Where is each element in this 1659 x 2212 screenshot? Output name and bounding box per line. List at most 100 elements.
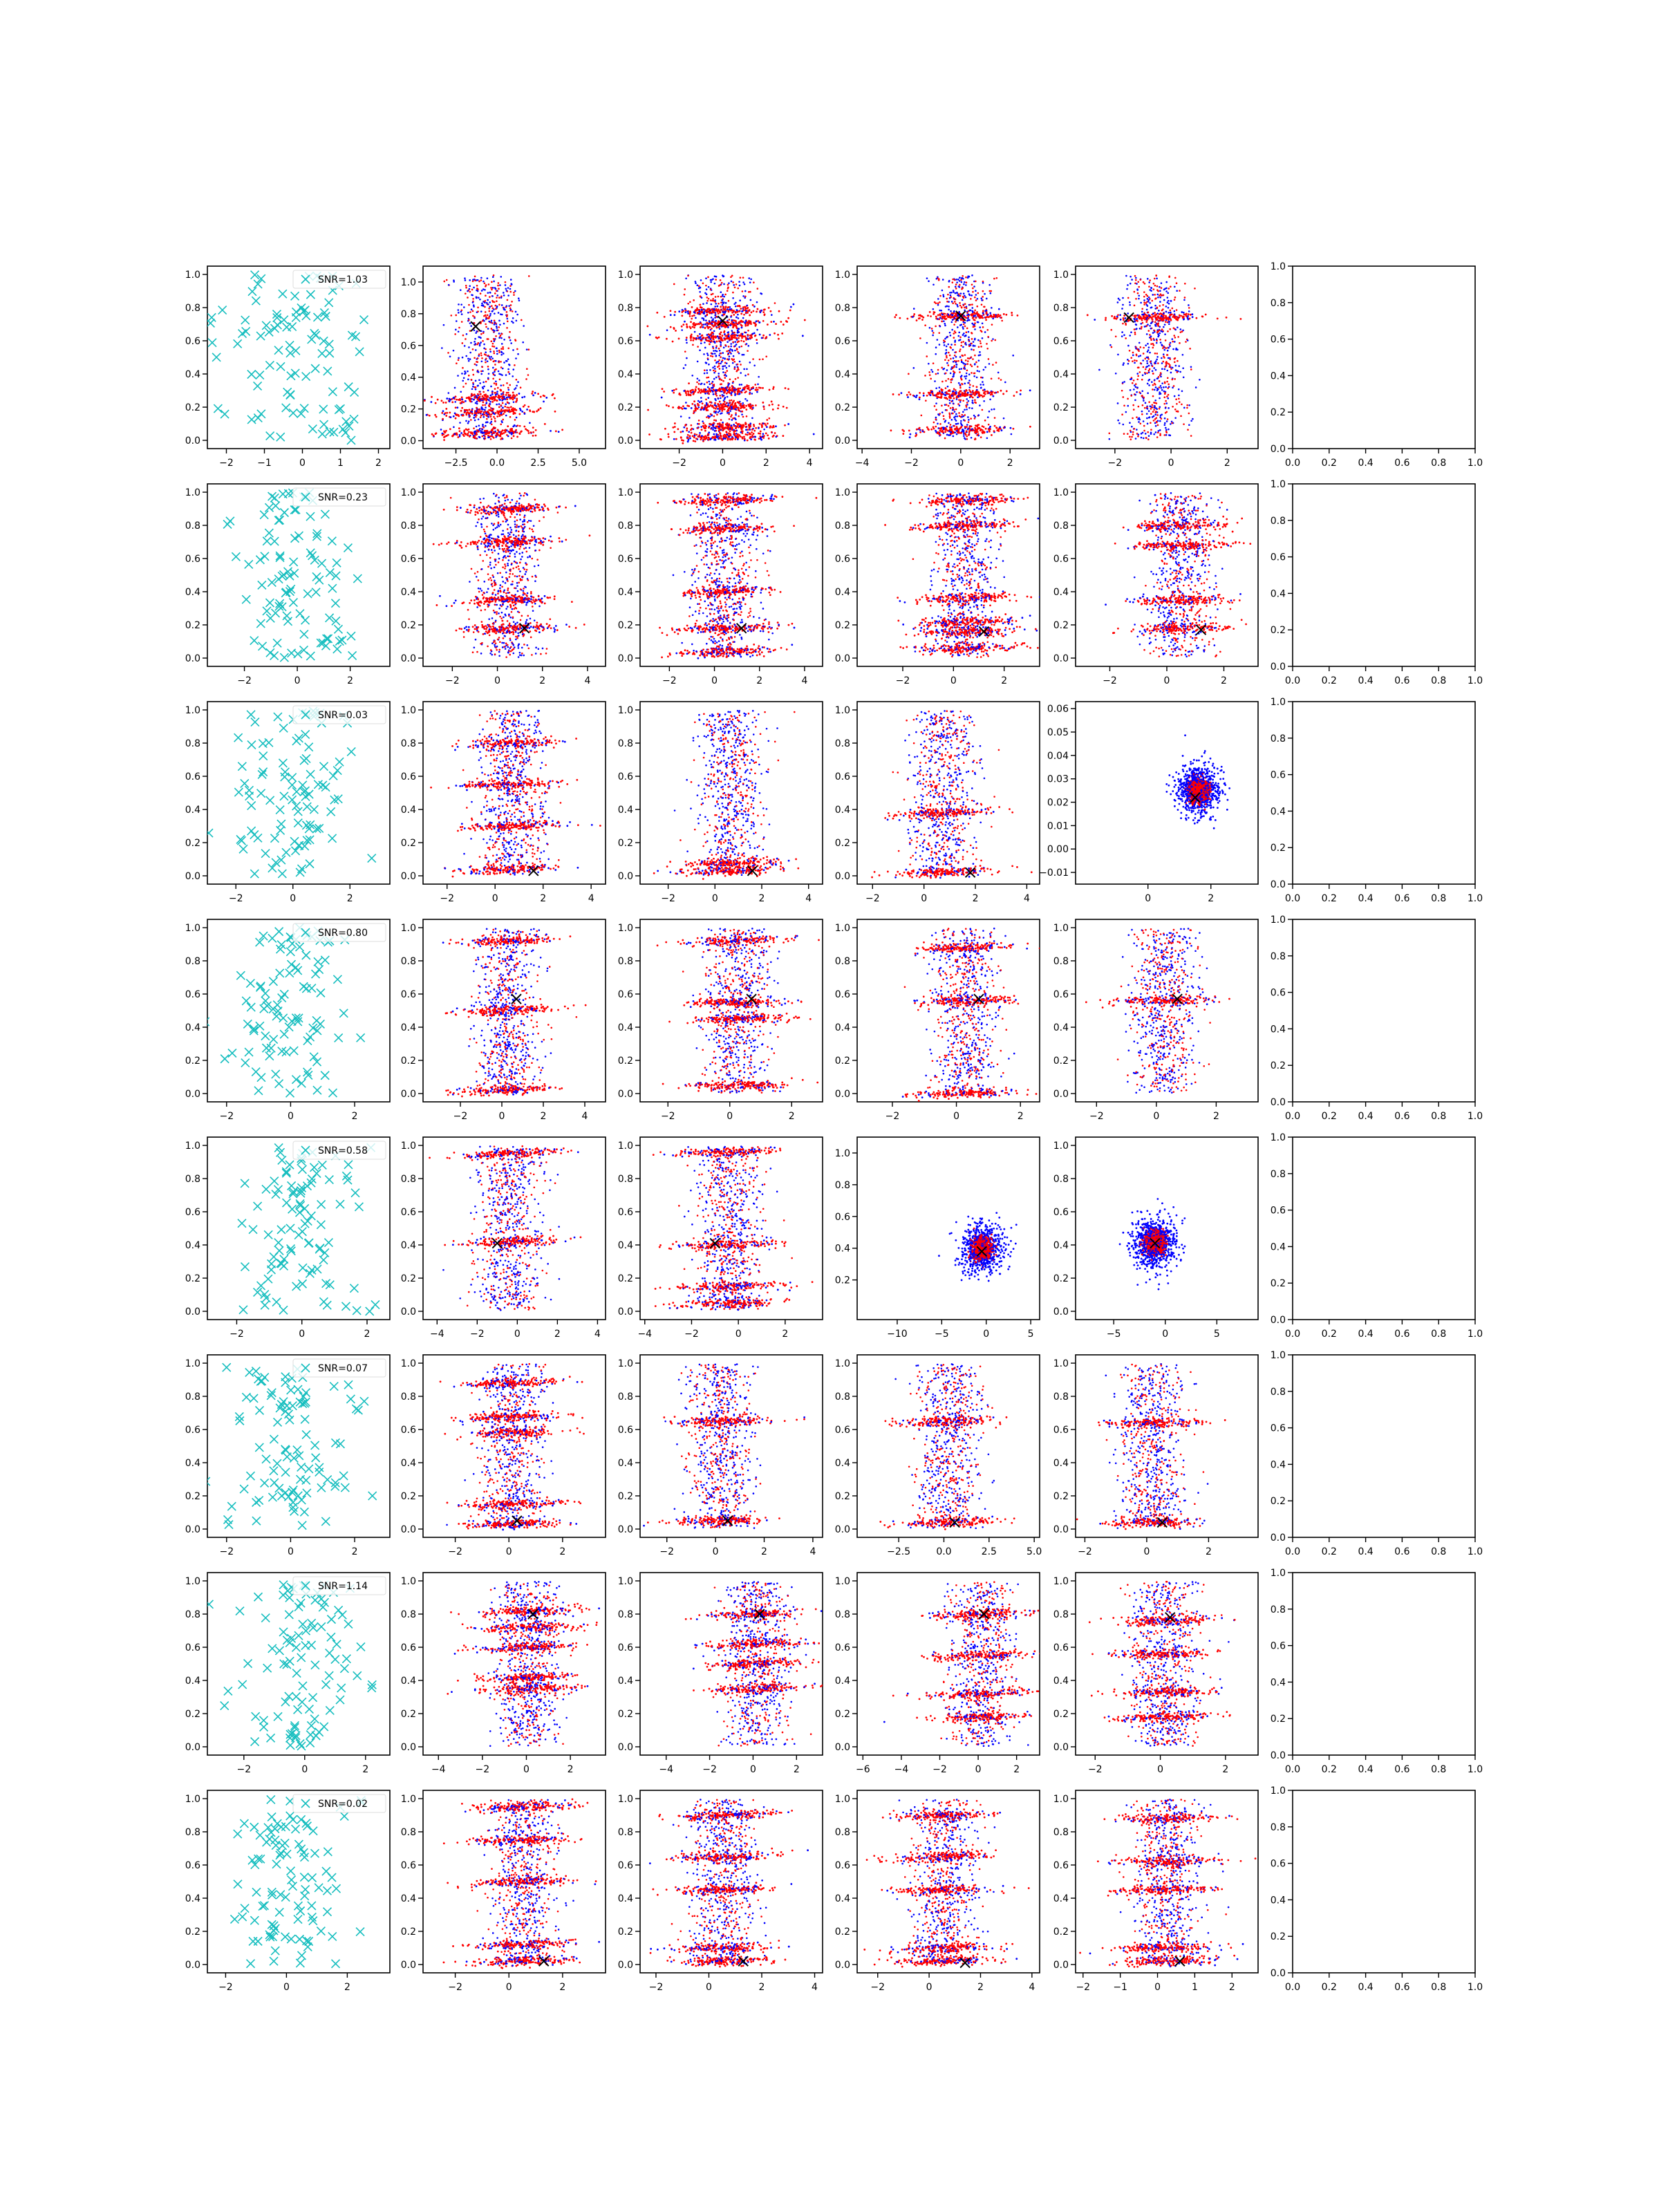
blue-point (964, 409, 966, 411)
blue-point (711, 386, 714, 388)
red-point (971, 303, 973, 306)
blue-point (982, 281, 984, 284)
sample-marker (324, 339, 334, 349)
blue-point (706, 369, 709, 371)
red-point (740, 345, 743, 348)
blue-point (939, 325, 941, 328)
red-point (958, 399, 960, 401)
sample-marker (350, 387, 359, 397)
blue-point (1134, 438, 1137, 440)
red-point (993, 417, 996, 419)
blue-point (713, 282, 716, 285)
blue-point (505, 414, 507, 417)
red-point (971, 342, 973, 345)
red-point (516, 424, 519, 427)
blue-point (715, 346, 718, 349)
blue-point (464, 373, 466, 375)
red-point (1133, 304, 1136, 307)
blue-point (683, 407, 686, 410)
red-point (511, 429, 514, 432)
y-tick-label: 0.0 (1053, 435, 1069, 447)
blue-point (1145, 413, 1148, 415)
blue-point (720, 344, 722, 346)
blue-point (1147, 324, 1149, 326)
red-point (729, 426, 732, 429)
x-tick-label: 0 (1168, 458, 1174, 469)
red-point (684, 424, 687, 426)
red-point (1178, 401, 1181, 403)
red-point (498, 410, 501, 413)
red-point (431, 395, 433, 398)
blue-point (1130, 331, 1132, 333)
red-point (722, 423, 724, 425)
red-point (966, 369, 968, 372)
blue-point (944, 420, 947, 422)
blue-point (705, 402, 708, 404)
red-point (737, 391, 739, 393)
red-point (480, 410, 482, 413)
blue-point (955, 391, 957, 393)
red-point (1156, 436, 1159, 438)
red-point (687, 302, 690, 305)
red-point (711, 299, 713, 302)
blue-point (978, 371, 980, 373)
red-point (973, 326, 975, 328)
blue-point (494, 312, 496, 315)
red-point (735, 324, 738, 327)
red-point (968, 431, 971, 434)
red-point (711, 382, 713, 384)
blue-point (474, 414, 476, 417)
blue-point (502, 353, 505, 355)
blue-point (489, 357, 491, 359)
red-point (485, 395, 488, 398)
sample-marker (325, 348, 335, 358)
red-point (462, 366, 464, 369)
blue-point (699, 332, 701, 335)
red-point (742, 309, 745, 312)
blue-point (1134, 393, 1136, 396)
blue-point (1144, 402, 1147, 404)
red-point (962, 341, 964, 343)
red-point (686, 429, 688, 432)
blue-point (1131, 425, 1133, 428)
blue-point (717, 360, 720, 363)
red-point (918, 427, 921, 430)
red-point (508, 337, 511, 339)
red-point (939, 294, 941, 297)
y-tick-label: 0.8 (1053, 303, 1069, 314)
red-point (972, 389, 974, 392)
red-point (745, 409, 748, 411)
red-point (480, 352, 482, 355)
red-point (733, 434, 736, 437)
blue-point (478, 379, 480, 382)
red-point (733, 360, 736, 363)
red-point (483, 282, 486, 285)
blue-point (928, 362, 930, 365)
red-point (1002, 313, 1005, 315)
red-point (718, 320, 720, 323)
red-point (977, 292, 980, 294)
red-point (714, 359, 716, 362)
red-point (484, 395, 487, 397)
blue-point (490, 385, 492, 388)
reference-marker (470, 321, 481, 332)
red-point (694, 391, 696, 393)
red-point (711, 308, 713, 311)
red-point (491, 409, 494, 412)
red-point (693, 299, 695, 301)
blue-point (708, 380, 711, 383)
red-point (964, 303, 966, 306)
red-point (1029, 425, 1031, 428)
red-point (758, 432, 760, 435)
red-point (476, 406, 478, 409)
blue-point (510, 342, 512, 344)
blue-point (989, 425, 991, 428)
red-point (950, 379, 952, 381)
blue-point (968, 406, 971, 409)
blue-point (1182, 311, 1185, 314)
blue-point (557, 431, 560, 433)
red-point (770, 321, 773, 324)
blue-point (988, 410, 991, 413)
red-point (948, 393, 950, 395)
red-point (720, 406, 723, 409)
